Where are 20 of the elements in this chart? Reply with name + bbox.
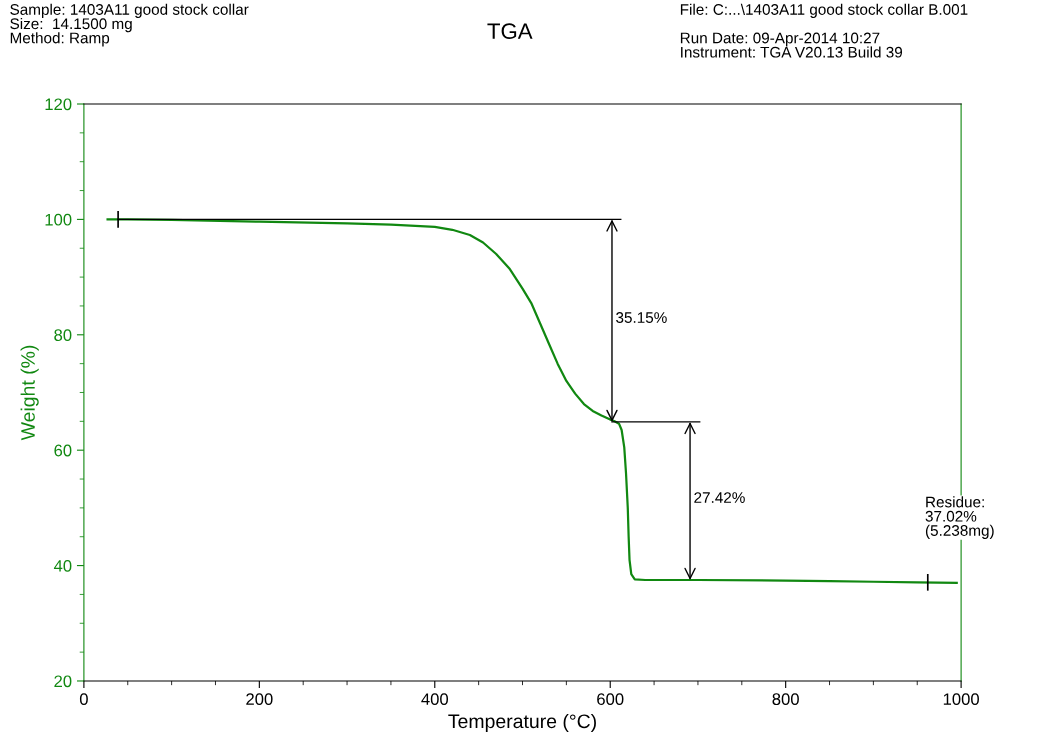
x-tick-label: 0 [79, 693, 88, 706]
x-tick-label: 1000 [943, 693, 979, 706]
annotation: Residue: 37.02% (5.238mg) [925, 496, 994, 539]
x-tick-label: 400 [421, 693, 449, 706]
x-tick-label: 200 [246, 693, 273, 706]
y-tick-label: 60 [54, 444, 72, 457]
y-tick-label: 80 [54, 329, 72, 341]
x-axis-title: Temperature (°C) [448, 713, 596, 732]
y-tick-label: 40 [53, 559, 72, 572]
text: Sample: 1403A11 good stock collar Size: 14.1500 mg Method: Ramp [10, 3, 249, 47]
y-tick-label: 100 [45, 213, 72, 226]
chart-title: TGA [487, 23, 533, 40]
y-tick-label: 20 [54, 675, 72, 688]
y-tick-label: 120 [45, 98, 72, 111]
y-axis-title: Weight (%) [20, 345, 39, 441]
x-tick-label: 600 [597, 693, 624, 706]
annotation: 27.42% [694, 492, 745, 503]
x-tick-label: 800 [772, 693, 799, 706]
annotation: 35.15% [616, 312, 667, 323]
text: File: C:...\1403A11 good stock collar B.001 Run Date: 09-Apr-2014 10:27 Instrument: TGA V20.13 Build 39 [680, 3, 968, 58]
